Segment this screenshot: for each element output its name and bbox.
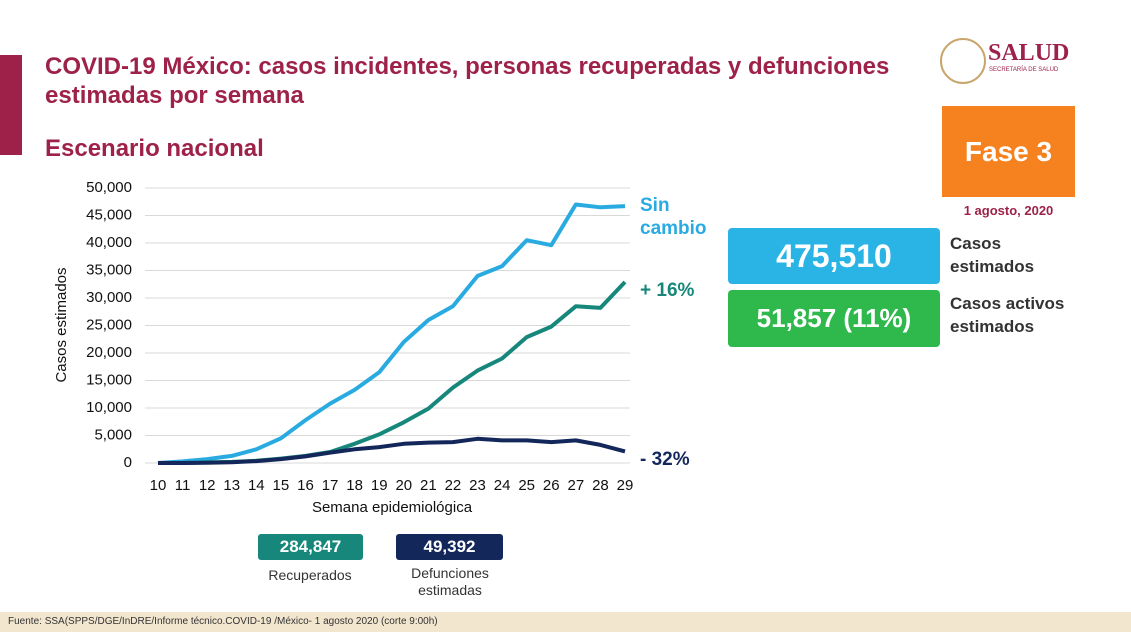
x-tick-label: 20	[395, 477, 412, 494]
y-tick-label: 40,000	[86, 234, 132, 251]
x-tick-label: 13	[223, 477, 240, 494]
y-tick-label: 25,000	[86, 316, 132, 333]
x-tick-label: 26	[543, 477, 560, 494]
x-tick-label: 11	[175, 477, 191, 494]
x-tick-label: 24	[494, 477, 511, 494]
phase-box: Fase 3	[942, 106, 1075, 197]
x-tick-label: 15	[273, 477, 290, 494]
deaths-label: Defunciones estimadas	[411, 565, 489, 598]
cases-box: 475,510	[728, 228, 940, 284]
x-tick-label: 27	[567, 477, 584, 494]
series-end-label: Sin cambio	[640, 195, 707, 240]
x-tick-label: 17	[322, 477, 339, 494]
x-axis-label: Semana epidemiológica	[312, 499, 473, 516]
y-tick-label: 10,000	[86, 399, 132, 416]
cases-label: Casos estimados	[950, 234, 1035, 276]
deaths-box: 49,392	[396, 534, 503, 560]
y-tick-label: 15,000	[86, 371, 132, 388]
y-axis-label: Casos estimados	[53, 267, 70, 382]
logo-subtext: SECRETARÍA DE SALUD	[989, 67, 1059, 73]
series-end-label: - 32%	[640, 448, 690, 470]
x-tick-label: 18	[346, 477, 363, 494]
active-label: Casos activos estimados	[950, 294, 1065, 336]
series-line	[158, 436, 626, 465]
x-tick-label: 21	[420, 477, 437, 494]
recovered-box: 284,847	[258, 534, 363, 560]
logo-text: SALUD	[988, 40, 1070, 66]
x-tick-label: 25	[518, 477, 535, 494]
x-tick-label: 19	[371, 477, 388, 494]
series-line	[157, 202, 626, 465]
recovered-label: Recuperados	[268, 567, 352, 583]
x-tick-label: 23	[469, 477, 486, 494]
y-tick-label: 30,000	[86, 289, 132, 306]
x-tick-label: 14	[248, 477, 265, 494]
y-tick-label: 5,000	[94, 426, 132, 443]
active-box: 51,857 (11%)	[728, 290, 940, 347]
y-tick-label: 0	[124, 454, 132, 471]
x-tick-label: 29	[617, 477, 634, 494]
x-tick-label: 16	[297, 477, 314, 494]
source: Fuente: SSA(SPPS/DGE/InDRE/Informe técni…	[8, 616, 438, 627]
y-tick-label: 50,000	[86, 179, 132, 196]
logo-emblem	[940, 38, 986, 84]
y-tick-label: 45,000	[86, 206, 132, 223]
series-end-label: + 16%	[640, 279, 695, 301]
date: 1 agosto, 2020	[963, 203, 1054, 218]
x-tick-label: 28	[592, 477, 609, 494]
accent-bar	[0, 55, 22, 155]
footer-bar	[0, 612, 1131, 632]
x-tick-label: 10	[150, 477, 167, 494]
chart: Casos estimados Semana epidemiológica 0 5…	[53, 179, 634, 516]
x-tick-label: 22	[445, 477, 462, 494]
x-tick-label: 12	[199, 477, 216, 494]
subtitle: Escenario nacional	[45, 135, 264, 162]
title: COVID-19 México: casos incidentes, perso…	[45, 53, 890, 109]
y-tick-label: 20,000	[86, 344, 132, 361]
y-tick-label: 35,000	[86, 261, 132, 278]
